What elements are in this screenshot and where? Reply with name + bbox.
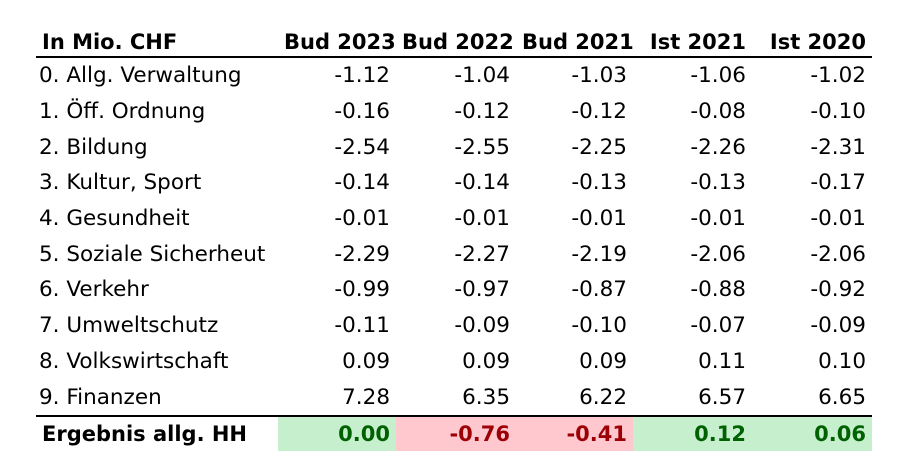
row-value: 6.35 xyxy=(462,384,510,410)
total-value: 0.12 xyxy=(633,414,752,451)
row-value: -2.31 xyxy=(810,134,866,160)
row-value: -0.01 xyxy=(454,206,510,232)
row-value: -0.01 xyxy=(334,206,390,232)
row-value: -1.06 xyxy=(690,63,746,89)
table-footer: Ergebnis allg. HH 0.00 -0.76 -0.41 0.12 … xyxy=(36,414,872,451)
row-value: -0.10 xyxy=(571,313,627,339)
row-value: -0.17 xyxy=(810,170,866,196)
row-value: -0.07 xyxy=(690,313,746,339)
row-label: 0. Allg. Verwaltung xyxy=(39,63,242,89)
row-value: -0.16 xyxy=(334,99,390,125)
row-value: -0.13 xyxy=(690,170,746,196)
table-row: 8. Volkswirtschaft 0.09 0.09 0.09 0.11 0… xyxy=(36,344,872,380)
row-label: 8. Volkswirtschaft xyxy=(39,348,229,374)
row-value: 0.09 xyxy=(579,348,627,374)
row-value: 0.10 xyxy=(818,348,866,374)
total-row: Ergebnis allg. HH 0.00 -0.76 -0.41 0.12 … xyxy=(36,414,872,451)
row-value: -2.26 xyxy=(690,134,746,160)
row-value: 0.11 xyxy=(698,348,746,374)
table-body: 0. Allg. Verwaltung -1.12 -1.04 -1.03 -1… xyxy=(36,57,872,416)
table-header: In Mio. CHF Bud 2023 Bud 2022 Bud 2021 I… xyxy=(36,18,872,58)
total-value: 0.00 xyxy=(278,414,396,451)
row-value: -0.01 xyxy=(690,206,746,232)
header-column: Bud 2023 xyxy=(278,18,396,58)
header-column: Ist 2021 xyxy=(633,18,752,58)
header-column: Bud 2021 xyxy=(516,18,634,58)
row-value: -2.27 xyxy=(454,241,510,267)
row-value: -1.04 xyxy=(454,63,510,89)
row-value: -1.12 xyxy=(334,63,390,89)
row-label: 2. Bildung xyxy=(39,134,148,160)
row-value: -2.06 xyxy=(810,241,866,267)
row-value: -0.99 xyxy=(334,277,390,303)
row-value: -0.88 xyxy=(690,277,746,303)
row-value: -2.29 xyxy=(334,241,390,267)
row-value: 0.09 xyxy=(342,348,390,374)
row-value: -0.97 xyxy=(454,277,510,303)
row-value: 6.65 xyxy=(818,384,866,410)
total-value: -0.41 xyxy=(516,414,633,451)
table-row: 4. Gesundheit -0.01 -0.01 -0.01 -0.01 -0… xyxy=(36,201,872,237)
row-label: 4. Gesundheit xyxy=(39,206,190,232)
row-value: -0.87 xyxy=(571,277,627,303)
row-value: -2.54 xyxy=(334,134,390,160)
table-row: 1. Öff. Ordnung -0.16 -0.12 -0.12 -0.08 … xyxy=(36,94,872,130)
row-value: -0.12 xyxy=(454,99,510,125)
table-row: 5. Soziale Sicherheut -2.29 -2.27 -2.19 … xyxy=(36,236,872,272)
row-value: -2.06 xyxy=(690,241,746,267)
header-column: Ist 2020 xyxy=(752,18,872,58)
row-value: -0.09 xyxy=(454,313,510,339)
row-value: -0.12 xyxy=(571,99,627,125)
row-label: 5. Soziale Sicherheut xyxy=(39,241,266,267)
row-value: 6.57 xyxy=(698,384,746,410)
row-value: -0.14 xyxy=(454,170,510,196)
row-value: -2.25 xyxy=(571,134,627,160)
table-row: 6. Verkehr -0.99 -0.97 -0.87 -0.88 -0.92 xyxy=(36,272,872,308)
header-row: In Mio. CHF Bud 2023 Bud 2022 Bud 2021 I… xyxy=(36,18,872,58)
total-label: Ergebnis allg. HH xyxy=(36,414,278,451)
table-row: 7. Umweltschutz -0.11 -0.09 -0.10 -0.07 … xyxy=(36,308,872,344)
row-value: -0.09 xyxy=(810,313,866,339)
row-value: -0.01 xyxy=(810,206,866,232)
row-label: 3. Kultur, Sport xyxy=(39,170,202,196)
row-value: 0.09 xyxy=(462,348,510,374)
row-value: -2.55 xyxy=(454,134,510,160)
row-value: 6.22 xyxy=(579,384,627,410)
row-value: -0.92 xyxy=(810,277,866,303)
header-column: Bud 2022 xyxy=(396,18,516,58)
row-label: 6. Verkehr xyxy=(39,277,149,303)
total-value: -0.76 xyxy=(396,414,516,451)
table-row: 3. Kultur, Sport -0.14 -0.14 -0.13 -0.13… xyxy=(36,165,872,201)
row-label: 7. Umweltschutz xyxy=(39,313,219,339)
row-value: -2.19 xyxy=(571,241,627,267)
row-value: -1.02 xyxy=(810,63,866,89)
row-value: -1.03 xyxy=(571,63,627,89)
row-value: -0.01 xyxy=(571,206,627,232)
row-value: -0.11 xyxy=(334,313,390,339)
budget-table: In Mio. CHF Bud 2023 Bud 2022 Bud 2021 I… xyxy=(36,18,872,451)
row-value: 7.28 xyxy=(342,384,390,410)
total-value: 0.06 xyxy=(752,414,872,451)
table-row: 2. Bildung -2.54 -2.55 -2.25 -2.26 -2.31 xyxy=(36,129,872,165)
row-value: -0.08 xyxy=(690,99,746,125)
row-label: 9. Finanzen xyxy=(39,384,162,410)
row-value: -0.13 xyxy=(571,170,627,196)
header-unit-label: In Mio. CHF xyxy=(36,18,278,58)
table-row: 0. Allg. Verwaltung -1.12 -1.04 -1.03 -1… xyxy=(36,57,872,94)
row-value: -0.10 xyxy=(810,99,866,125)
row-label: 1. Öff. Ordnung xyxy=(39,99,206,125)
table-row: 9. Finanzen 7.28 6.35 6.22 6.57 6.65 xyxy=(36,379,872,416)
row-value: -0.14 xyxy=(334,170,390,196)
